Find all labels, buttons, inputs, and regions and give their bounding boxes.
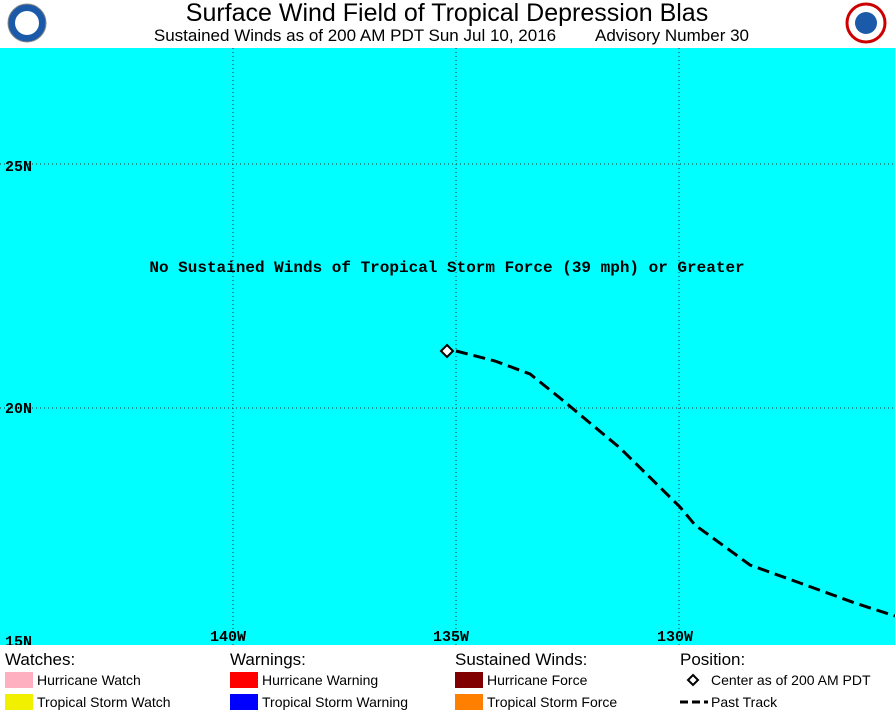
lat-label: 25N	[5, 159, 32, 176]
legend-swatch	[230, 694, 258, 710]
legend-heading: Warnings:	[230, 650, 306, 669]
map-message: No Sustained Winds of Tropical Storm For…	[149, 259, 744, 277]
advisory: Advisory Number 30	[595, 26, 749, 45]
lat-label: 20N	[5, 401, 32, 418]
legend-item: Tropical Storm Warning	[262, 694, 408, 710]
legend	[0, 645, 895, 716]
legend-item: Past Track	[711, 694, 778, 710]
legend-heading: Watches:	[5, 650, 75, 669]
legend-swatch	[455, 672, 483, 688]
lon-label: 135W	[433, 629, 469, 646]
legend-item: Hurricane Force	[487, 672, 588, 688]
legend-swatch	[230, 672, 258, 688]
lon-label: 130W	[657, 629, 693, 646]
legend-item: Center as of 200 AM PDT	[711, 672, 871, 688]
past-track	[455, 349, 895, 618]
legend-swatch	[5, 694, 33, 710]
storm-center	[439, 343, 455, 359]
legend-heading: Sustained Winds:	[455, 650, 587, 669]
legend-item: Tropical Storm Force	[487, 694, 617, 710]
subtitle: Sustained Winds as of 200 AM PDT Sun Jul…	[154, 26, 556, 45]
nws-logo-inner	[855, 12, 877, 34]
legend-item: Tropical Storm Watch	[37, 694, 171, 710]
legend-item: Hurricane Watch	[37, 672, 141, 688]
legend-swatch	[455, 694, 483, 710]
legend-center-icon	[686, 673, 700, 687]
lon-label: 140W	[210, 629, 246, 646]
legend-heading: Position:	[680, 650, 745, 669]
legend-item: Hurricane Warning	[262, 672, 378, 688]
title: Surface Wind Field of Tropical Depressio…	[186, 0, 708, 27]
legend-swatch	[5, 672, 33, 688]
noaa-logo-inner	[15, 11, 39, 35]
